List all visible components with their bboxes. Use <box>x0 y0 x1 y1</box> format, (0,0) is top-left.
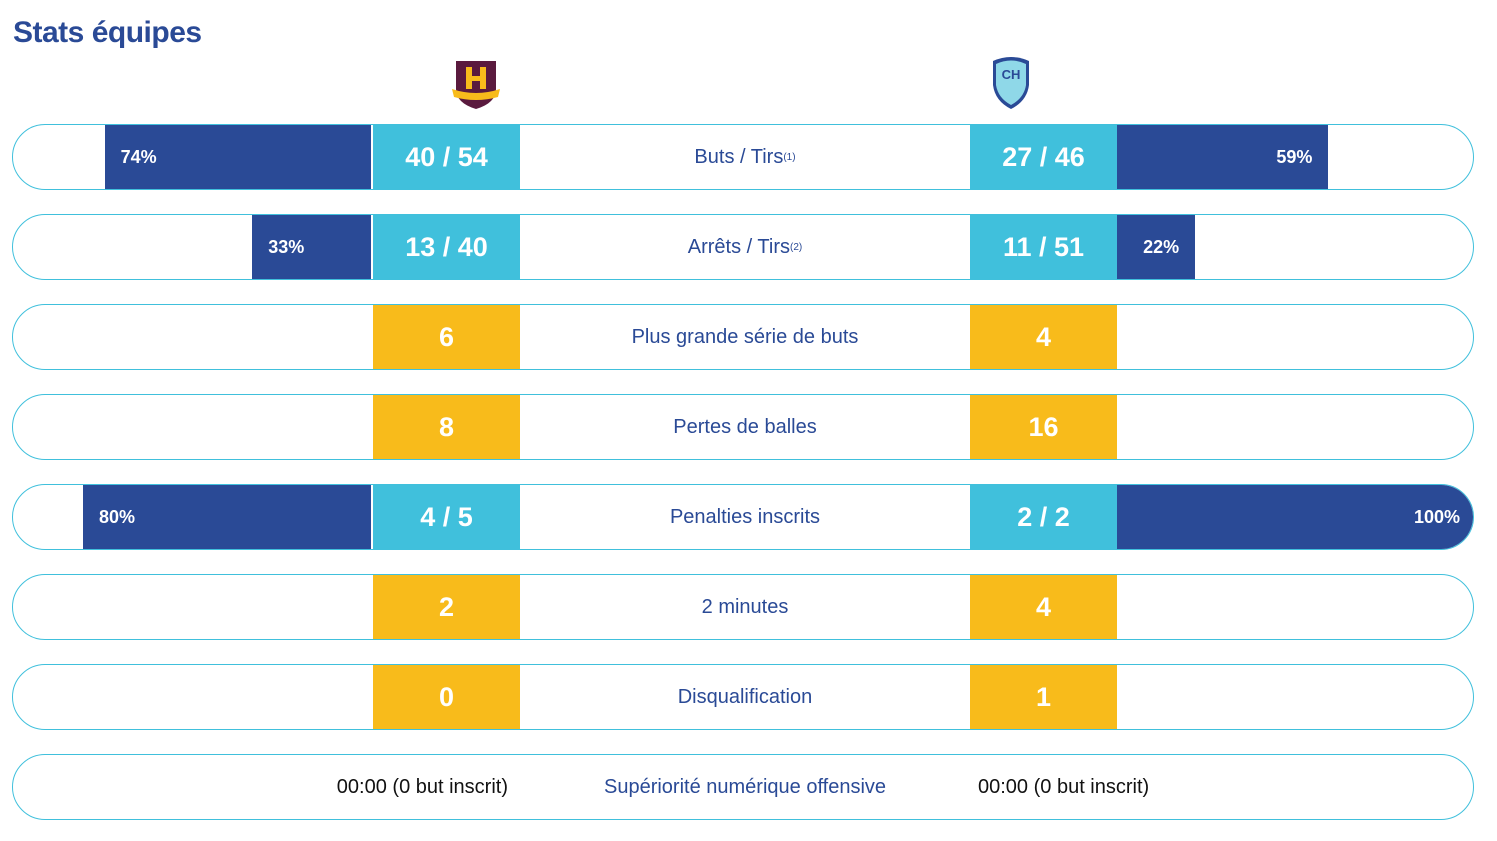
home-value: 4 / 5 <box>373 485 520 549</box>
home-value: 6 <box>373 305 520 369</box>
away-value: 4 <box>970 575 1117 639</box>
stat-label: Supériorité numérique offensive <box>520 755 970 819</box>
away-value: 16 <box>970 395 1117 459</box>
away-percentage-bar: 59% <box>1116 125 1329 189</box>
home-value: 00:00 (0 but inscrit) <box>336 775 508 798</box>
stat-row: 74% 59% 40 / 54 27 / 46 Buts / Tirs (1) <box>12 124 1474 190</box>
away-percentage: 59% <box>1276 146 1313 167</box>
stat-label-text: Penalties inscrits <box>669 505 821 528</box>
home-percentage: 74% <box>120 146 157 167</box>
stat-row: 2 4 2 minutes <box>12 574 1474 640</box>
away-value: 27 / 46 <box>970 125 1117 189</box>
stat-label: Plus grande série de buts <box>520 305 970 369</box>
away-percentage: 22% <box>1143 236 1180 257</box>
stat-label: Pertes de balles <box>520 395 970 459</box>
stat-label-text: Buts / Tirs <box>694 145 784 168</box>
away-value: 1 <box>970 665 1117 729</box>
stat-label-text: Disqualification <box>677 685 813 708</box>
stat-row: 80% 100% 4 / 5 2 / 2 Penalties inscrits <box>12 484 1474 550</box>
stat-label: Buts / Tirs (1) <box>520 125 970 189</box>
stat-row: 33% 22% 13 / 40 11 / 51 Arrêts / Tirs (2) <box>12 214 1474 280</box>
stat-label: Arrêts / Tirs (2) <box>520 215 970 279</box>
home-value: 13 / 40 <box>373 215 520 279</box>
home-value: 8 <box>373 395 520 459</box>
stat-label-text: Pertes de balles <box>673 415 817 438</box>
stat-label-text: 2 minutes <box>701 595 789 618</box>
home-percentage-bar: 80% <box>83 485 371 549</box>
away-value: 00:00 (0 but inscrit) <box>978 775 1150 798</box>
away-value: 2 / 2 <box>970 485 1117 549</box>
away-value: 11 / 51 <box>970 215 1117 279</box>
home-value: 2 <box>373 575 520 639</box>
footnote-ref: (2) <box>790 241 803 253</box>
home-value: 40 / 54 <box>373 125 520 189</box>
stat-label: Disqualification <box>520 665 970 729</box>
stat-row: 8 16 Pertes de balles <box>12 394 1474 460</box>
home-value: 0 <box>373 665 520 729</box>
home-percentage-bar: 74% <box>104 125 371 189</box>
svg-text:CH: CH <box>1002 67 1021 82</box>
away-value: 4 <box>970 305 1117 369</box>
stat-row: 6 4 Plus grande série de buts <box>12 304 1474 370</box>
stat-label: Penalties inscrits <box>520 485 970 549</box>
away-percentage-bar: 100% <box>1116 485 1473 549</box>
stat-label-text: Supériorité numérique offensive <box>603 775 887 798</box>
chartres-logo: CH <box>993 57 1029 109</box>
stat-row: 0 1 Disqualification <box>12 664 1474 730</box>
away-percentage: 100% <box>1413 506 1460 527</box>
stat-label: 2 minutes <box>520 575 970 639</box>
home-percentage: 33% <box>268 236 305 257</box>
away-percentage-bar: 22% <box>1116 215 1196 279</box>
stat-label-text: Plus grande série de buts <box>631 325 859 348</box>
stat-label-text: Arrêts / Tirs <box>687 235 790 258</box>
stat-row: 00:00 (0 but inscrit) 00:00 (0 but inscri… <box>12 754 1474 820</box>
hbc-nantes-logo <box>452 61 500 109</box>
home-percentage: 80% <box>99 506 136 527</box>
footnote-ref: (1) <box>783 151 796 163</box>
home-percentage-bar: 33% <box>252 215 371 279</box>
page-title: Stats équipes <box>13 16 202 49</box>
